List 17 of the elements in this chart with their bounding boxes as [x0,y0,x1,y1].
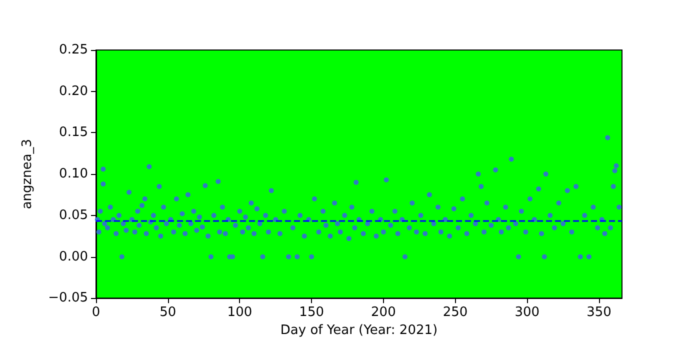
y-tick-label: 0.25 [59,42,88,58]
x-tick-label: 50 [160,305,176,320]
x-tick-label: 0 [92,305,100,320]
x-tick-label: 300 [514,305,540,320]
y-tick-label: 0.05 [59,208,88,223]
x-tick-label: 100 [227,305,252,320]
x-tick-label: 200 [371,305,396,320]
y-tick-label: 0.20 [59,84,88,99]
y-tick-label: 0.15 [59,125,88,140]
y-axis-title: angznea_3 [20,138,35,210]
y-tick-label: −0.05 [48,290,88,306]
y-tick-label: 0.10 [59,166,88,182]
x-axis-title: Day of Year (Year: 2021) [280,323,438,338]
y-tick-label: 0.00 [59,249,88,264]
x-tick-label: 250 [442,305,468,320]
x-tick-label: 150 [299,305,324,320]
x-tick-label: 350 [586,305,612,320]
